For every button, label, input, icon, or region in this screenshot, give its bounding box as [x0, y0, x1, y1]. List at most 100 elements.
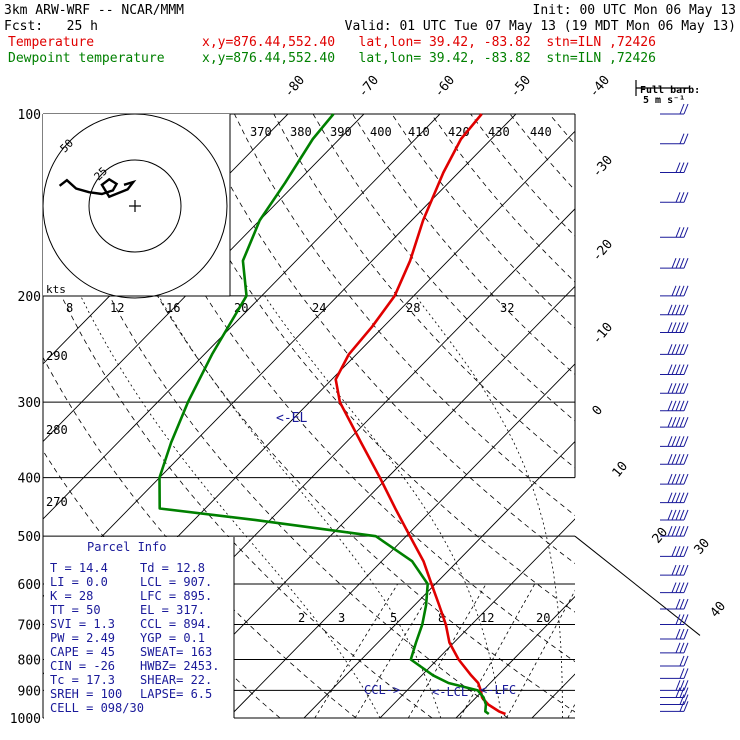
wind-barb [660, 546, 689, 557]
theta-label: 380 [290, 125, 312, 139]
parcel-info-left: SREH = 100 [50, 687, 122, 701]
wind-barb [660, 133, 689, 145]
top-axis-label: 8 [66, 301, 73, 315]
dry-adiabat-line [707, 114, 740, 718]
model-title: 3km ARW-WRF -- NCAR/MMM [4, 3, 184, 18]
barb-key-title: Full barb: [640, 85, 700, 96]
parcel-info-right: HWBZ= 2453. [140, 659, 219, 673]
parcel-info-left: Tc = 17.3 [50, 673, 115, 687]
pressure-tick-label: 700 [18, 618, 41, 633]
dry-adiabat-line [391, 114, 575, 329]
dry-adiabat-line [430, 114, 575, 283]
init-time: Init: 00 UTC Mon 06 May 13 [533, 3, 737, 18]
wind-barb [660, 642, 689, 654]
pressure-tick-label: 600 [18, 578, 41, 593]
parcel-info-right: LFC = 895. [140, 589, 212, 603]
mixing-ratio-line [354, 583, 437, 718]
mixing-ratio-label: 3 [338, 611, 345, 625]
wind-barb [660, 694, 689, 706]
wind-barb [660, 304, 689, 316]
parcel-info-right: LCL = 907. [140, 575, 212, 589]
top-axis-label: 16 [166, 301, 180, 315]
isotherm-line [455, 595, 575, 718]
pressure-tick-label: 400 [18, 472, 41, 487]
dry-adiabat-line [352, 114, 575, 375]
wind-barb [660, 473, 689, 485]
mixing-ratio-line [506, 589, 575, 718]
dry-adiabat-line [589, 114, 740, 718]
dry-adiabat-line [43, 356, 357, 718]
hodograph-units: kts [46, 283, 66, 296]
top-axis-label: 12 [110, 301, 124, 315]
temperature-legend: Temperature [8, 35, 94, 50]
pressure-tick-label: 500 [18, 530, 41, 545]
parcel-info-left: CAPE = 45 [50, 645, 115, 659]
forecast-hour: Fcst: 25 h [4, 19, 98, 34]
parcel-info-left: CELL = 098/30 [50, 701, 144, 715]
wind-barb [660, 668, 689, 679]
isotherm-label: -20 [590, 237, 617, 265]
isotherm-label: -10 [590, 320, 617, 348]
theta-label: 430 [488, 125, 510, 139]
pressure-tick-label: 1000 [10, 712, 41, 727]
parcel-info-right: CCL = 894. [140, 617, 212, 631]
wind-barbs [660, 103, 689, 712]
theta-label: 390 [330, 125, 352, 139]
isotherm-line [227, 363, 575, 718]
moist-adiabat-line [607, 296, 641, 718]
wind-barb [660, 344, 689, 355]
wind-barb [660, 192, 689, 203]
isotherm-line [43, 114, 441, 520]
wind-barb [660, 655, 689, 667]
dry-adiabat-line [628, 114, 740, 718]
dewpoint-profile [158, 113, 490, 716]
moist-adiabat-line [264, 295, 502, 718]
theta-label: 370 [250, 125, 272, 139]
temperature-location: x,y=876.44,552.40 lat,lon= 39.42, -83.82… [202, 35, 656, 50]
parcel-info-right: LAPSE= 6.5 [140, 687, 212, 701]
temperature-profile [334, 113, 506, 716]
mixing-ratio-line [567, 703, 575, 718]
parcel-info-panel: Parcel Info T = 14.4 Td = 12.8 LI = 0.0 LCL… [44, 537, 235, 719]
wind-barb [660, 416, 689, 428]
wind-barb [660, 285, 689, 297]
isotherm-label: 0 [590, 403, 607, 419]
isotherm-label: -30 [590, 153, 617, 181]
mixing-ratio-line [407, 583, 487, 718]
theta-label: 290 [46, 349, 68, 363]
isotherm-label: 10 [610, 459, 632, 481]
isotherm-label: -70 [356, 73, 383, 101]
pressure-tick-label: 100 [18, 108, 41, 123]
wind-barb [660, 564, 689, 576]
isotherm-label: 40 [708, 599, 730, 621]
dewpoint-location: x,y=876.44,552.40 lat,lon= 39.42, -83.82… [202, 51, 656, 66]
moist-adiabat-line [415, 295, 563, 718]
isotherm-label: -80 [282, 73, 309, 101]
theta-label: 270 [46, 495, 68, 509]
lcl-marker: <-LCL [432, 685, 468, 699]
isotherm-line [303, 440, 575, 718]
mixing-ratio-label: 20 [536, 611, 550, 625]
pressure-tick-label: 200 [18, 290, 41, 305]
theta-label: 440 [530, 125, 552, 139]
ccl-marker: CCL-> [364, 683, 400, 697]
wind-barb [660, 364, 689, 376]
profile-lines [158, 113, 506, 716]
parcel-info-right: YGP = 0.1 [140, 631, 205, 645]
dry-adiabat-line [43, 131, 509, 718]
wind-barb [660, 628, 689, 640]
barb-key-value: 5 m s⁻¹ [643, 95, 685, 106]
wind-barb [660, 701, 689, 712]
pressure-tick-label: 800 [18, 653, 41, 668]
pressure-tick-label: 900 [18, 684, 41, 699]
isotherm-line [379, 518, 575, 718]
parcel-info-right: EL = 317. [140, 603, 205, 617]
wind-barb [660, 400, 689, 412]
wind-barb [660, 492, 689, 504]
isotherm-line [608, 114, 740, 718]
wind-barb [660, 162, 689, 174]
wind-barb [660, 509, 689, 521]
hodograph: 25 50 kts [42, 113, 231, 299]
isotherm-line [531, 673, 575, 718]
